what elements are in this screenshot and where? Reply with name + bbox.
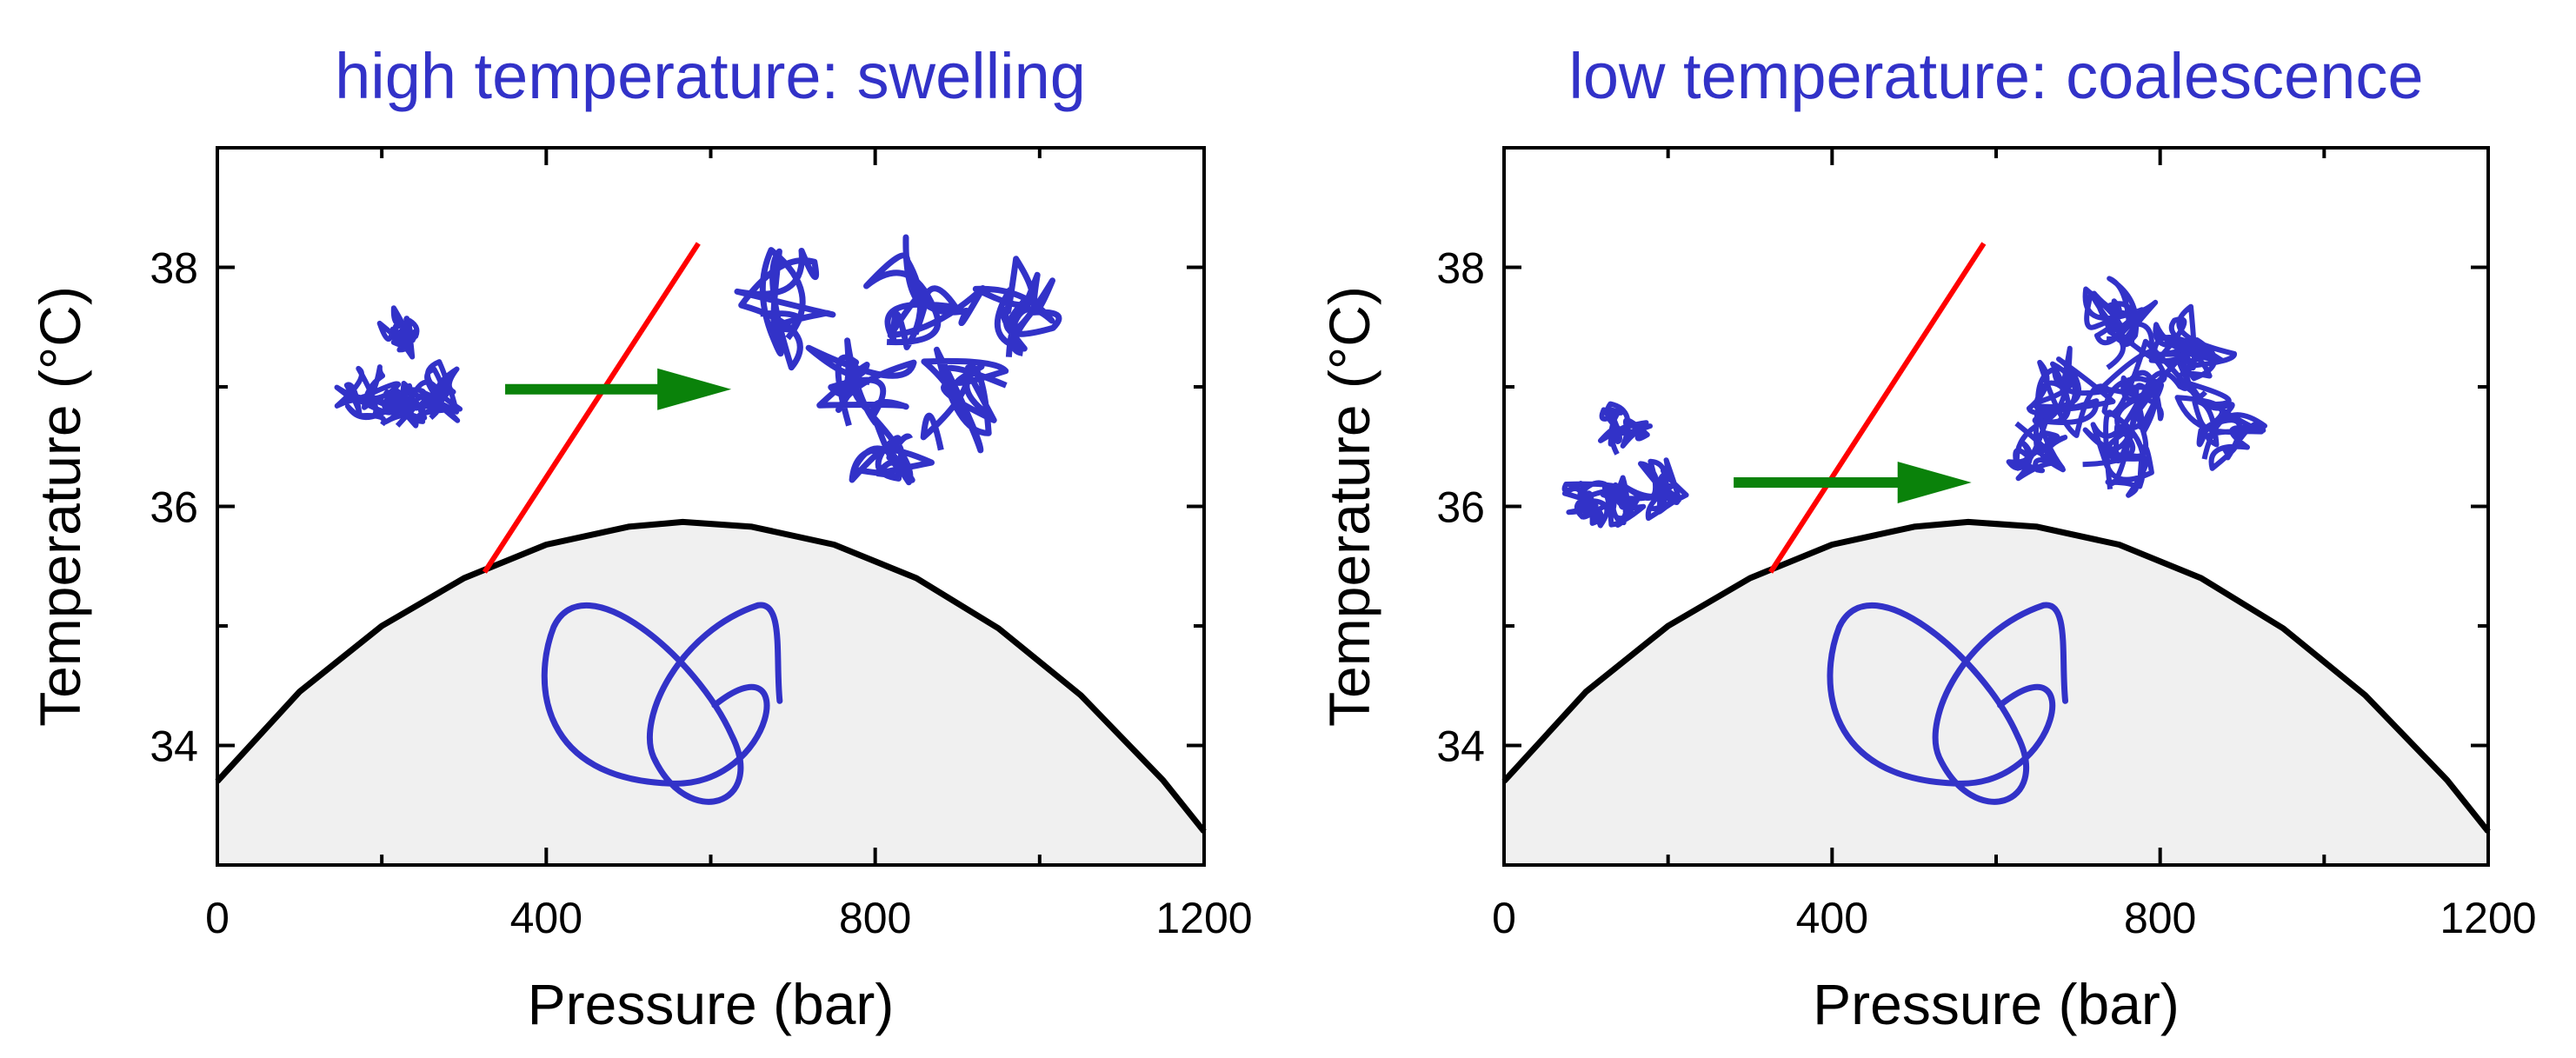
x-axis-title: Pressure (bar) (528, 972, 895, 1036)
x-tick-label: 800 (2124, 894, 2196, 942)
coil-strand (863, 234, 986, 350)
coil-strand (1827, 602, 2069, 805)
chart-title: low temperature: coalescence (1568, 40, 2423, 112)
y-tick-label: 34 (1436, 722, 1485, 771)
coil-strand (1600, 475, 1647, 528)
chart-panel-1: high temperature: swelling 0 400 800 1200 34 3… (28, 40, 1253, 1036)
y-tick-label: 38 (150, 244, 198, 293)
coil-strand (403, 359, 463, 423)
y-axis-title: Temperature (°C) (1317, 286, 1381, 727)
coil-strand (2174, 381, 2267, 471)
x-tick-label: 400 (1796, 894, 1868, 942)
coil-strand (2082, 276, 2159, 370)
y-tick-label: 36 (150, 483, 198, 532)
coil-strand (734, 247, 836, 371)
x-tick-label: 0 (1492, 894, 1516, 942)
phase-boundary-line (215, 518, 1207, 834)
coil-strand (920, 346, 1009, 454)
x-tick-label: 1200 (2440, 894, 2536, 942)
coil-strand (376, 305, 420, 360)
coil-strand (541, 602, 783, 805)
coil-strand (2026, 345, 2116, 438)
coil-strand (805, 337, 917, 427)
arrow-head (657, 368, 732, 410)
x-tick-label: 800 (839, 894, 911, 942)
coil-strand (1623, 457, 1689, 522)
small-globule-illustration (1561, 401, 1689, 529)
coil-strand (849, 416, 935, 486)
red-line (482, 242, 701, 574)
phase-boundary-line (1501, 518, 2491, 834)
coil-strand (1598, 401, 1653, 456)
chart-title: high temperature: swelling (335, 40, 1086, 112)
x-tick-label: 1200 (1155, 894, 1252, 942)
coil-strand (2148, 303, 2237, 396)
chart-panel-2: low temperature: coalescence 0 400 800 1200 3… (1317, 40, 2537, 1036)
x-tick-label: 0 (205, 894, 230, 942)
x-tick-label: 400 (510, 894, 582, 942)
coil-strand (382, 381, 426, 429)
coil-strand (2082, 399, 2154, 498)
unfolded-coil-illustration (1827, 602, 2069, 805)
unfolded-coil-illustration (541, 602, 783, 805)
y-axis-title: Temperature (°C) (28, 286, 92, 727)
coil-strand (2006, 408, 2068, 482)
arrow-head (1897, 462, 1972, 503)
red-line (1768, 242, 1987, 574)
swollen-aggregate-illustration (734, 234, 1062, 486)
coil-strand (972, 256, 1062, 357)
y-tick-label: 38 (1436, 244, 1485, 293)
coalesced-aggregate-illustration (2006, 276, 2267, 498)
y-tick-label: 36 (1436, 483, 1485, 532)
coil-strand (334, 364, 402, 427)
x-axis-title: Pressure (bar) (1813, 972, 2180, 1036)
small-globule-illustration (334, 305, 463, 429)
y-tick-label: 34 (150, 722, 198, 771)
